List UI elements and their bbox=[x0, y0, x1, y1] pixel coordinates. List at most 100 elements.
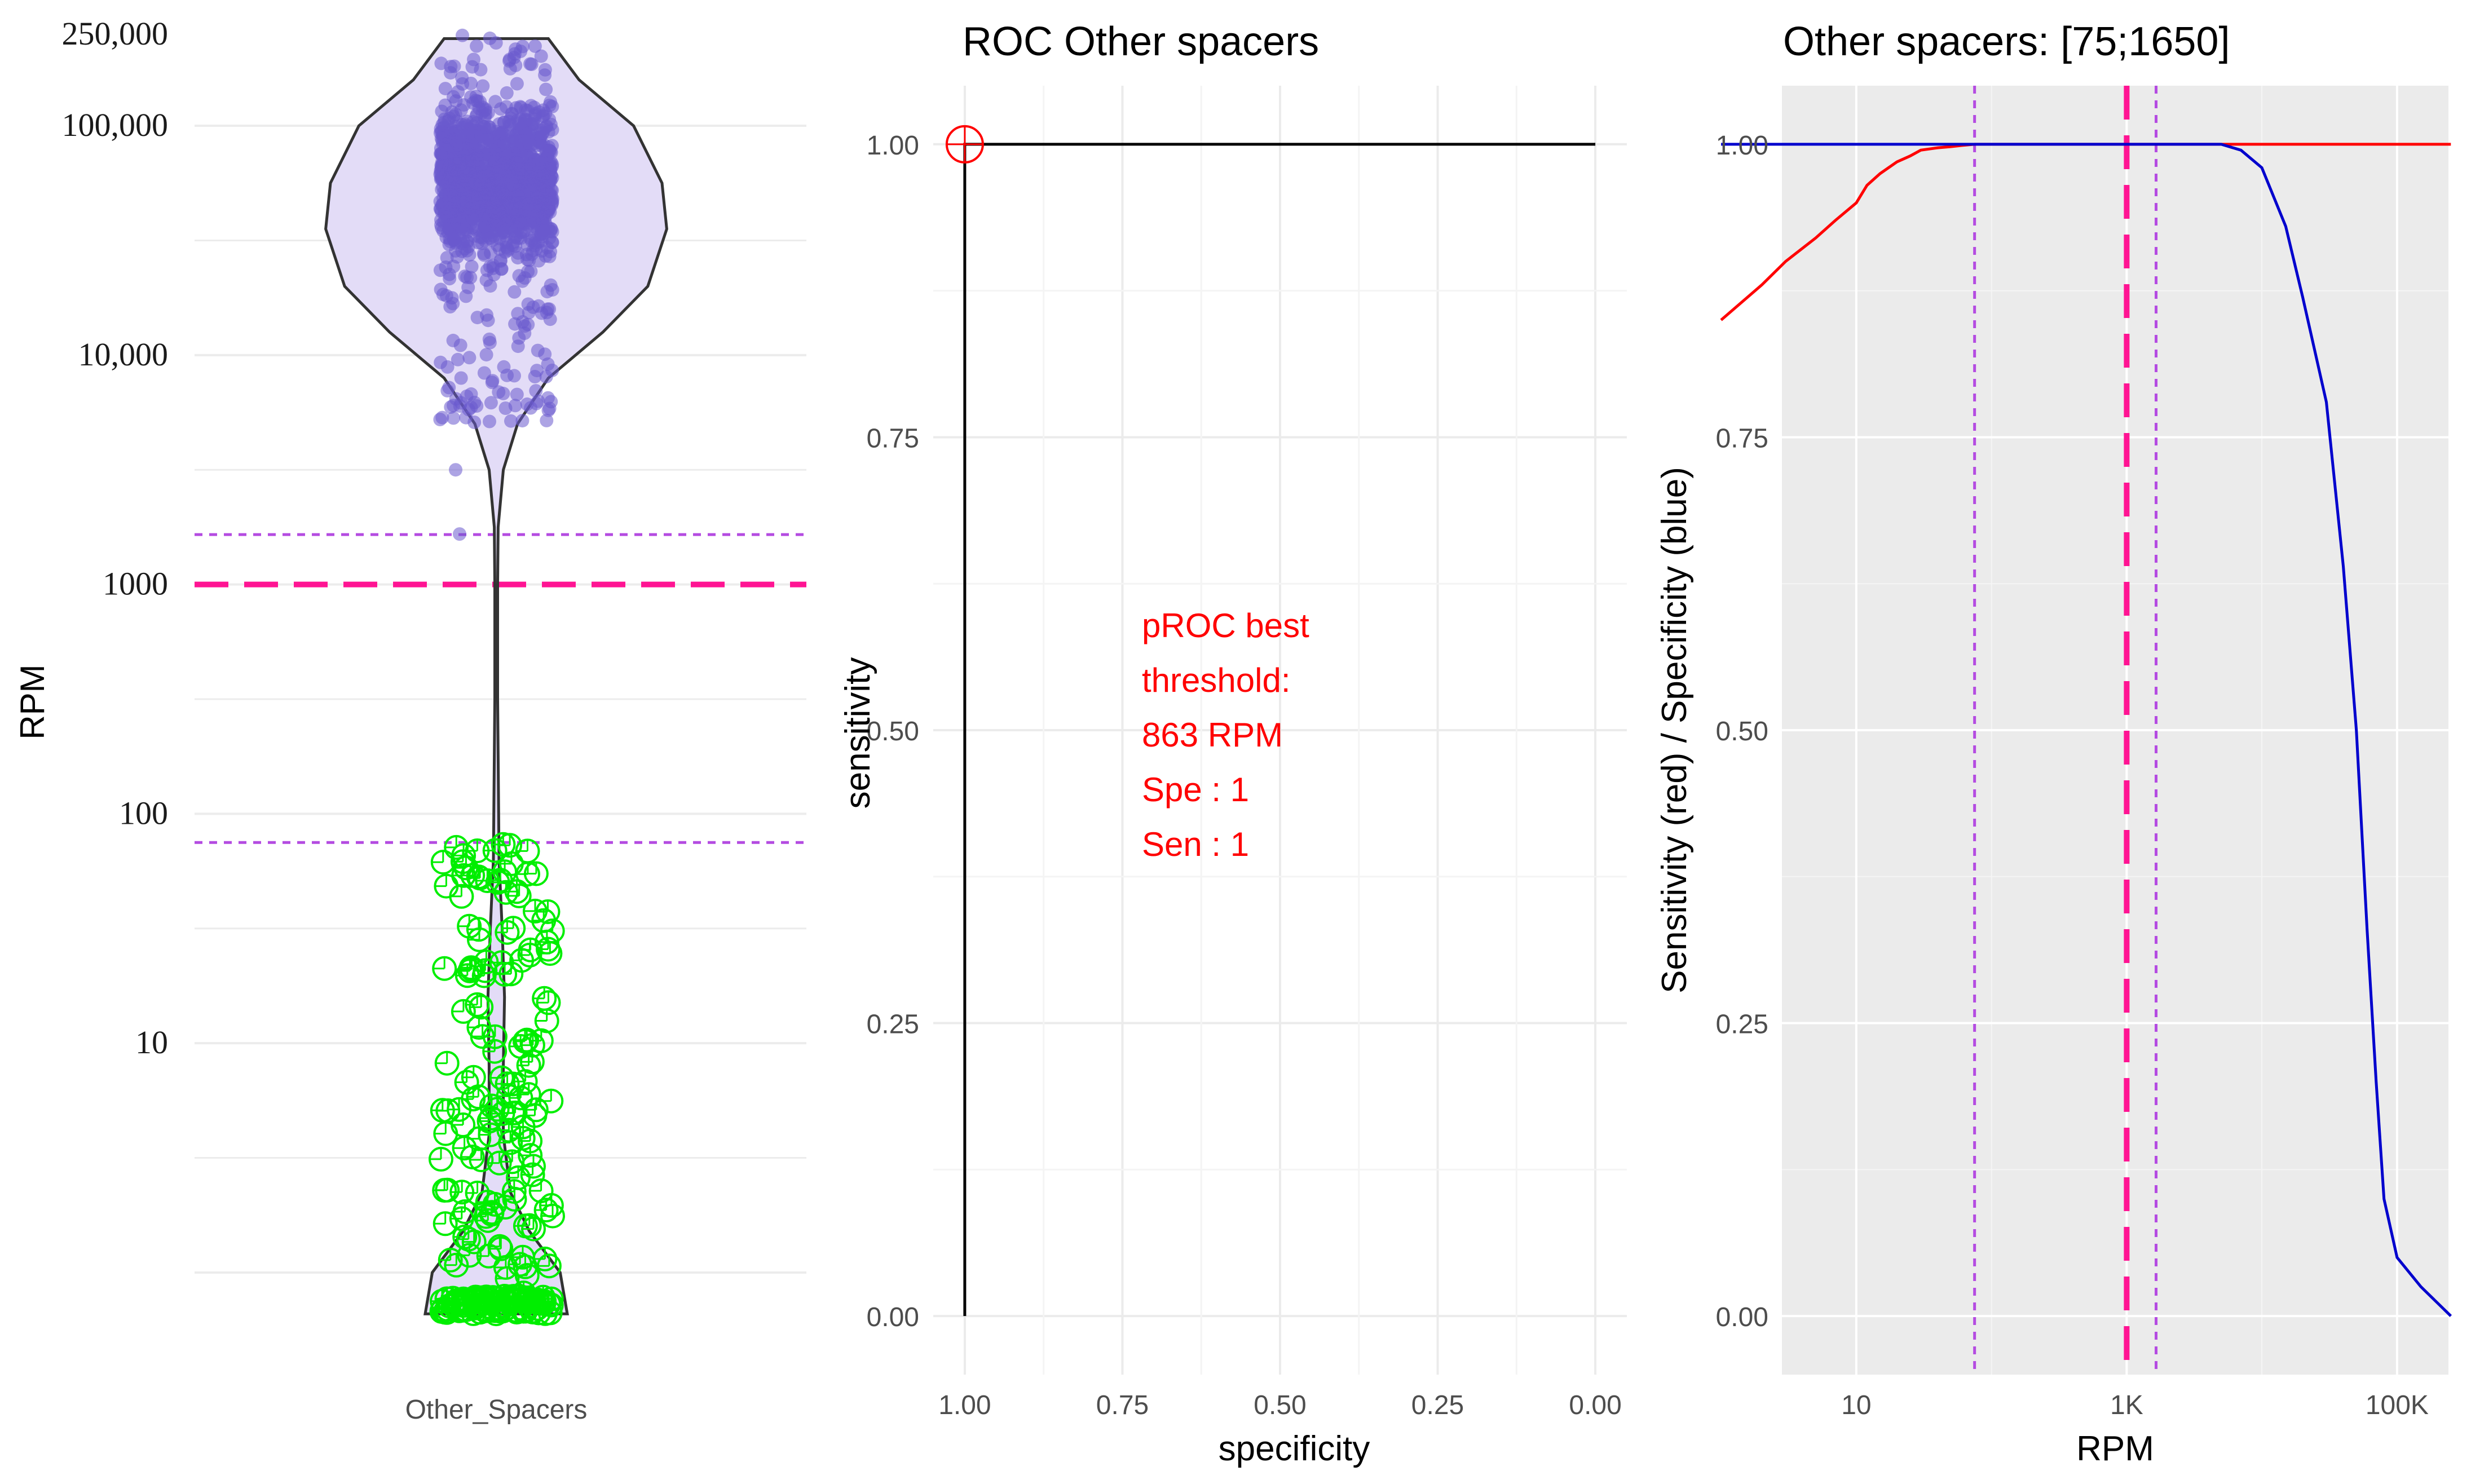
negative-point bbox=[495, 1266, 520, 1291]
threshold-y-tick-labels: 0.00 0.25 0.50 0.75 1.00 bbox=[1716, 131, 1768, 1332]
negative-point bbox=[444, 1252, 469, 1278]
negative-point bbox=[433, 1211, 458, 1236]
negative-point bbox=[466, 917, 491, 942]
positive-point bbox=[493, 253, 508, 267]
positive-point bbox=[461, 280, 475, 294]
positive-point bbox=[524, 401, 538, 415]
positive-point bbox=[460, 114, 474, 129]
violin-shape bbox=[324, 37, 668, 1315]
negative-point bbox=[429, 1146, 453, 1172]
roc-x-tick-label: 0.25 bbox=[1411, 1390, 1464, 1420]
roc-x-tick-labels: 1.00 0.75 0.50 0.25 0.00 bbox=[938, 1390, 1622, 1420]
positive-point bbox=[519, 103, 533, 117]
roc-y-tick-label: 1.00 bbox=[867, 131, 919, 161]
positive-point bbox=[508, 369, 521, 383]
positive-point bbox=[542, 401, 557, 416]
negative-point bbox=[520, 1162, 545, 1187]
positive-point bbox=[525, 158, 539, 173]
negative-point bbox=[532, 986, 557, 1011]
positive-point bbox=[485, 376, 499, 390]
threshold-x-axis-label: RPM bbox=[2076, 1429, 2154, 1468]
negative-point bbox=[497, 833, 523, 858]
positive-point bbox=[500, 86, 514, 100]
positive-point bbox=[508, 399, 522, 413]
negative-point bbox=[513, 1028, 537, 1054]
positive-point bbox=[444, 66, 457, 80]
positive-point bbox=[515, 414, 530, 428]
positive-point bbox=[494, 174, 508, 188]
roc-x-tick-label: 0.00 bbox=[1569, 1390, 1621, 1420]
positive-point bbox=[482, 332, 496, 346]
negative-point bbox=[488, 1236, 514, 1261]
positive-point bbox=[462, 351, 476, 365]
negative-point bbox=[510, 1125, 536, 1151]
positive-point bbox=[454, 371, 468, 385]
positive-point bbox=[476, 100, 490, 114]
positive-point bbox=[447, 411, 461, 425]
violin-y-tick-label: 10 bbox=[135, 1024, 168, 1061]
negative-point bbox=[434, 873, 459, 899]
positive-point bbox=[538, 68, 552, 82]
roc-best-point-marker bbox=[945, 125, 984, 164]
negative-point bbox=[451, 999, 476, 1024]
roc-annotation-line: pROC best bbox=[1142, 607, 1309, 644]
negative-point bbox=[471, 1291, 496, 1317]
positive-point bbox=[512, 189, 526, 203]
negative-point bbox=[493, 880, 519, 905]
roc-y-tick-label: 0.75 bbox=[867, 424, 919, 454]
positive-point bbox=[496, 386, 510, 400]
positive-point bbox=[476, 79, 490, 93]
positive-point bbox=[528, 39, 542, 53]
threshold-y-tick-label: 0.75 bbox=[1716, 424, 1768, 454]
negative-point bbox=[476, 1243, 501, 1269]
positive-point bbox=[456, 77, 470, 91]
negative-point bbox=[479, 1200, 505, 1225]
negative-point bbox=[461, 1065, 486, 1090]
negative-point bbox=[536, 990, 561, 1015]
positive-point bbox=[527, 112, 541, 126]
violin-y-axis-label: RPM bbox=[14, 664, 51, 739]
roc-x-tick-label: 1.00 bbox=[938, 1390, 991, 1420]
violin-panel: 10 100 1000 10,000 100,000 250,000 Other_Spac… bbox=[14, 15, 806, 1425]
negative-point bbox=[470, 1024, 495, 1049]
roc-annotation-line: threshold: bbox=[1142, 661, 1291, 699]
positive-point bbox=[545, 363, 559, 377]
positive-point bbox=[475, 157, 489, 171]
threshold-series bbox=[1720, 143, 2452, 1317]
threshold-x-tick-labels: 10 1K 100K bbox=[1841, 1390, 2429, 1420]
positive-point bbox=[510, 77, 524, 91]
negative-point bbox=[464, 1285, 489, 1310]
positive-point bbox=[478, 234, 492, 248]
negative-point bbox=[469, 995, 494, 1020]
roc-x-tick-label: 0.50 bbox=[1254, 1390, 1306, 1420]
positive-point bbox=[460, 270, 474, 284]
negative-point bbox=[432, 1178, 457, 1203]
positive-point bbox=[477, 248, 491, 262]
threshold-x-tick-label: 10 bbox=[1841, 1390, 1871, 1420]
positive-point bbox=[438, 201, 452, 215]
positive-point bbox=[495, 221, 509, 235]
positive-point bbox=[449, 114, 464, 128]
positive-point bbox=[545, 283, 559, 297]
positive-point bbox=[482, 181, 496, 195]
positive-point bbox=[439, 260, 453, 274]
positive-point bbox=[512, 269, 526, 283]
positive-point bbox=[453, 399, 467, 413]
negative-point bbox=[492, 961, 518, 987]
positive-point bbox=[488, 154, 502, 169]
positive-point bbox=[522, 136, 536, 150]
positive-point bbox=[462, 248, 476, 262]
positive-point bbox=[511, 307, 525, 321]
negative-point bbox=[487, 1150, 512, 1176]
positive-point bbox=[453, 527, 466, 541]
positive-point bbox=[544, 174, 558, 188]
specificity-line bbox=[1721, 143, 2452, 1317]
positive-point bbox=[501, 244, 515, 258]
negative-point bbox=[508, 1252, 533, 1277]
positive-point bbox=[474, 63, 488, 77]
threshold-y-axis-label: Sensitivity (red) / Specificity (blue) bbox=[1655, 467, 1694, 993]
negative-point bbox=[539, 1088, 564, 1114]
threshold-x-tick-label: 1K bbox=[2110, 1390, 2143, 1420]
positive-point bbox=[474, 129, 488, 143]
